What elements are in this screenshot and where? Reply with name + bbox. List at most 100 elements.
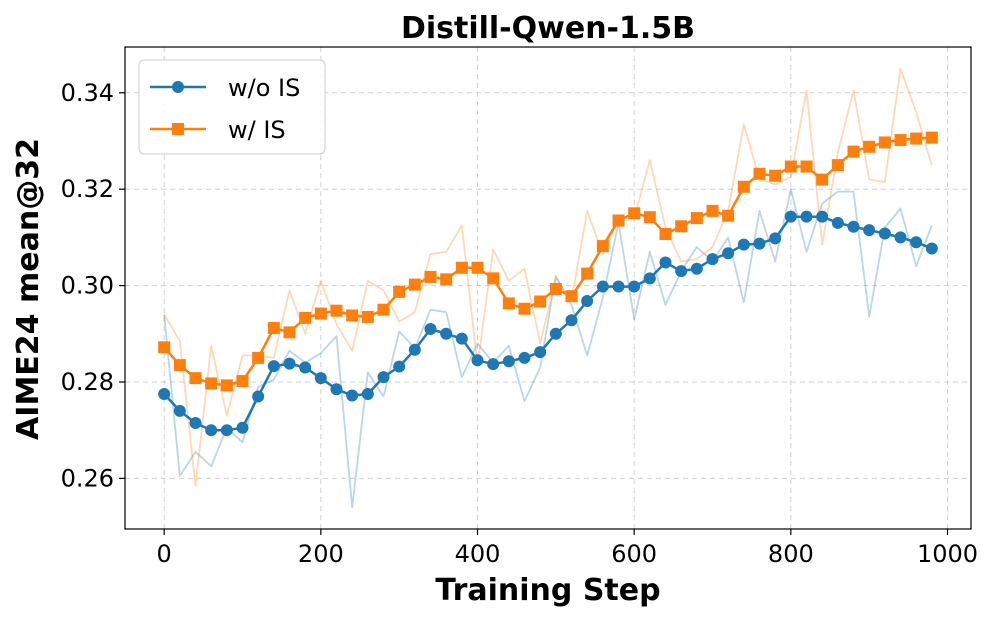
raw-line-wo-is	[163, 188, 933, 509]
data-point-w-is	[534, 295, 547, 308]
data-point-w-is	[252, 351, 265, 364]
data-point-wo-is	[455, 332, 468, 345]
data-point-wo-is	[534, 346, 547, 359]
data-point-w-is	[346, 309, 359, 322]
data-point-w-is	[753, 167, 766, 180]
data-point-wo-is	[346, 389, 359, 402]
x-tick-label: 200	[298, 540, 344, 568]
x-axis-label: Training Step	[435, 573, 660, 608]
data-point-wo-is	[769, 232, 782, 245]
data-point-wo-is	[518, 351, 531, 364]
data-point-wo-is	[267, 360, 280, 373]
data-point-wo-is	[502, 355, 515, 368]
data-point-w-is	[722, 209, 735, 222]
data-point-wo-is	[565, 314, 578, 327]
data-point-w-is	[643, 211, 656, 224]
data-point-wo-is	[408, 343, 421, 356]
y-axis-label: AIME24 mean@32	[11, 138, 46, 440]
y-tick-label: 0.34	[61, 79, 114, 107]
data-point-wo-is	[361, 388, 374, 401]
raw-series-lines	[163, 67, 933, 509]
data-point-wo-is	[675, 265, 688, 278]
x-tick-label: 600	[611, 540, 657, 568]
data-point-wo-is	[659, 256, 672, 269]
data-point-wo-is	[440, 327, 453, 340]
data-point-w-is	[565, 290, 578, 303]
data-point-wo-is	[628, 280, 641, 293]
data-point-w-is	[314, 307, 327, 320]
x-tick-label: 800	[768, 540, 814, 568]
y-tick-label: 0.30	[61, 272, 114, 300]
data-point-wo-is	[800, 210, 813, 223]
data-point-w-is	[361, 310, 374, 323]
data-point-w-is	[330, 304, 343, 317]
data-point-w-is	[299, 311, 312, 324]
data-point-w-is	[424, 270, 437, 283]
data-point-w-is	[549, 282, 562, 295]
legend: w/o IS w/ IS	[138, 59, 326, 155]
data-point-w-is	[471, 261, 484, 274]
chart-title: Distill-Qwen-1.5B	[401, 11, 695, 46]
data-point-wo-is	[220, 424, 233, 437]
grid-lines	[125, 47, 971, 529]
y-axis-ticks: 0.26 0.28 0.30 0.32 0.34	[61, 79, 125, 492]
data-point-wo-is	[424, 322, 437, 335]
data-point-wo-is	[706, 253, 719, 266]
legend-label-w-is: w/ IS	[228, 116, 286, 144]
x-axis-ticks: 0 200 400 600 800 1000	[157, 529, 978, 568]
data-point-w-is	[455, 261, 468, 274]
data-point-w-is	[831, 159, 844, 172]
data-point-wo-is	[236, 421, 249, 434]
data-point-w-is	[487, 272, 500, 285]
data-point-w-is	[267, 322, 280, 335]
data-point-w-is	[408, 278, 421, 291]
data-point-w-is	[659, 228, 672, 241]
data-point-wo-is	[581, 295, 594, 308]
legend-marker-wo-is	[172, 81, 184, 93]
data-point-wo-is	[377, 371, 390, 384]
legend-box	[138, 59, 326, 155]
data-point-w-is	[737, 180, 750, 193]
data-point-wo-is	[847, 220, 860, 233]
data-point-wo-is	[612, 280, 625, 293]
data-point-wo-is	[690, 262, 703, 275]
data-point-w-is	[847, 145, 860, 158]
data-point-wo-is	[737, 238, 750, 251]
data-point-w-is	[784, 160, 797, 173]
data-point-w-is	[377, 303, 390, 316]
data-point-w-is	[283, 326, 296, 339]
data-point-wo-is	[283, 357, 296, 370]
data-point-w-is	[863, 140, 876, 153]
data-point-wo-is	[299, 361, 312, 374]
data-point-wo-is	[158, 388, 171, 401]
data-point-wo-is	[816, 210, 829, 223]
data-point-w-is	[675, 220, 688, 233]
data-point-wo-is	[925, 242, 938, 255]
data-point-w-is	[800, 160, 813, 173]
data-point-wo-is	[596, 280, 609, 293]
data-point-w-is	[173, 359, 186, 372]
raw-line-w-is	[163, 67, 933, 487]
data-point-w-is	[518, 302, 531, 315]
x-tick-label: 400	[455, 540, 501, 568]
data-point-w-is	[690, 212, 703, 225]
data-point-wo-is	[643, 272, 656, 285]
data-point-wo-is	[831, 216, 844, 229]
series-markers	[158, 131, 938, 437]
data-point-w-is	[612, 214, 625, 227]
data-point-w-is	[596, 240, 609, 253]
data-point-w-is	[440, 273, 453, 286]
data-point-w-is	[189, 372, 202, 385]
data-point-wo-is	[189, 416, 202, 429]
data-point-wo-is	[784, 210, 797, 223]
y-tick-label: 0.32	[61, 175, 114, 203]
data-point-wo-is	[878, 227, 891, 240]
data-point-wo-is	[205, 424, 218, 437]
data-point-w-is	[769, 169, 782, 182]
data-point-w-is	[816, 173, 829, 186]
data-point-w-is	[878, 136, 891, 149]
data-point-w-is	[502, 297, 515, 310]
data-point-w-is	[628, 207, 641, 220]
data-point-wo-is	[722, 247, 735, 260]
